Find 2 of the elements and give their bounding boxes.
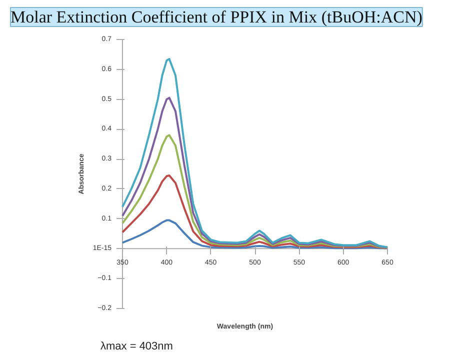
chart-title: Molar Extinction Coefficient of PPIX in Mix (tBuOH:ACN) — [10, 8, 422, 26]
text: λmax = 403nm — [100, 340, 173, 352]
